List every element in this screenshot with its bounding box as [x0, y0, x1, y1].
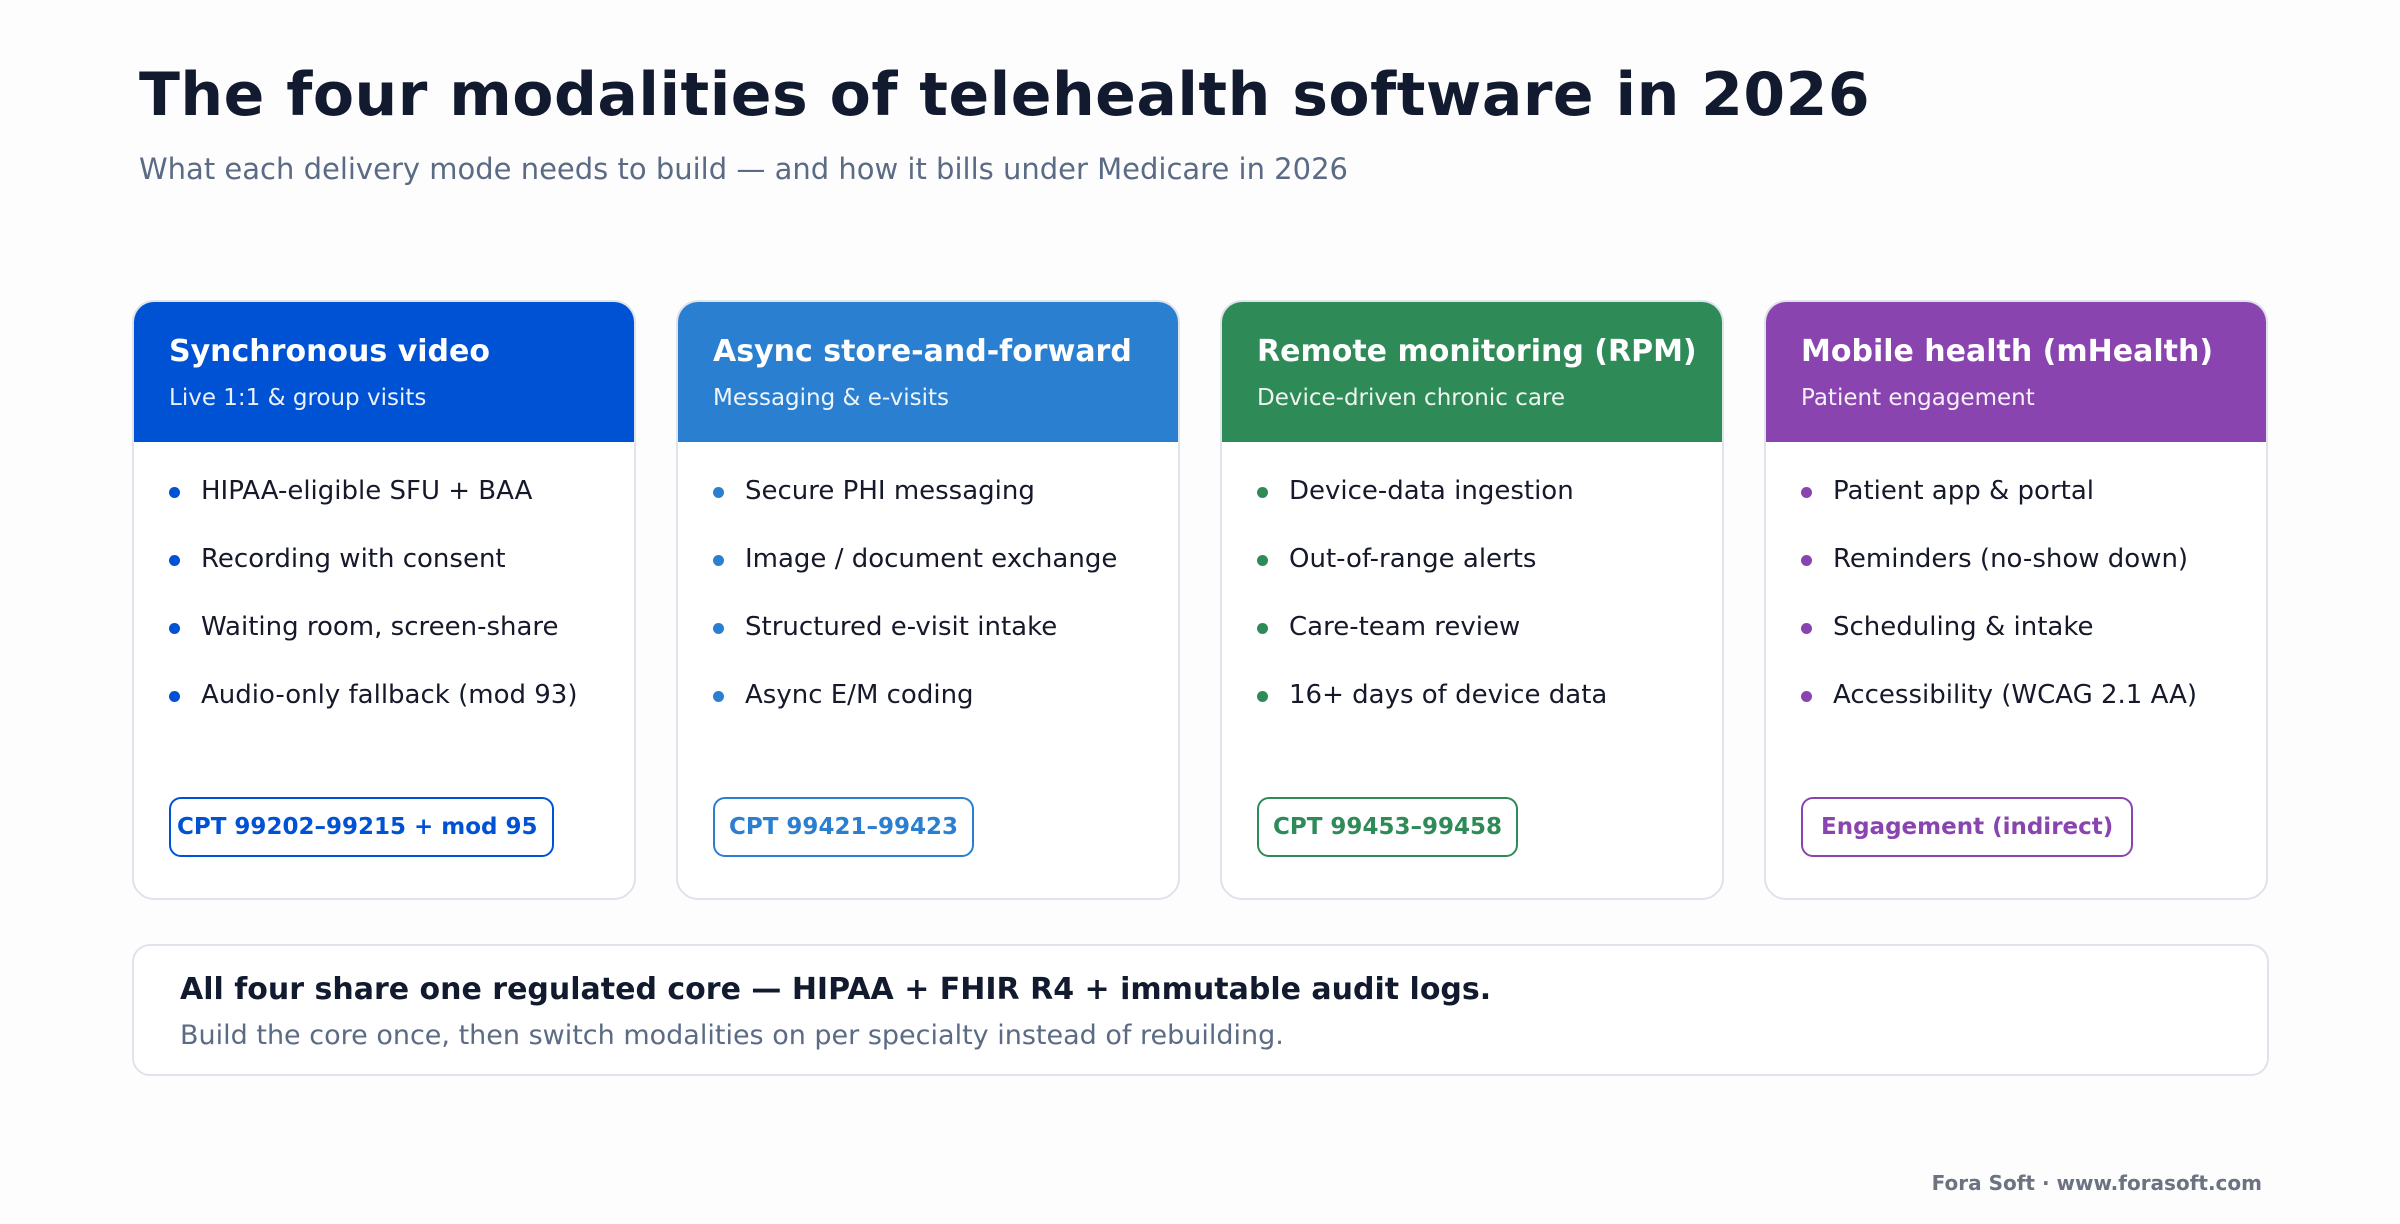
list-item-text: Patient app & portal — [1833, 476, 2094, 506]
card-title: Mobile health (mHealth) — [1801, 334, 2214, 369]
bullet-icon — [169, 623, 180, 634]
card-title: Synchronous video — [169, 334, 490, 369]
list-item: Reminders (no-show down) — [1801, 544, 2197, 612]
page-subtitle: What each delivery mode needs to build —… — [139, 152, 1348, 186]
list-item: Patient app & portal — [1801, 476, 2197, 544]
list-item: Care-team review — [1257, 612, 1607, 680]
card-header: Synchronous video Live 1:1 & group visit… — [134, 302, 634, 442]
callout-headline: All four share one regulated core — HIPA… — [180, 972, 1492, 1007]
bullet-icon — [1257, 691, 1268, 702]
card-subtitle: Device-driven chronic care — [1257, 385, 1566, 411]
bullet-icon — [713, 691, 724, 702]
bullet-icon — [1801, 555, 1812, 566]
bullet-icon — [169, 555, 180, 566]
feature-list: Patient app & portal Reminders (no-show … — [1801, 476, 2197, 748]
bullet-icon — [713, 555, 724, 566]
bullet-icon — [169, 487, 180, 498]
card-subtitle: Patient engagement — [1801, 385, 2035, 411]
bullet-icon — [1257, 487, 1268, 498]
list-item: 16+ days of device data — [1257, 680, 1607, 748]
list-item: Image / document exchange — [713, 544, 1117, 612]
feature-list: Device-data ingestion Out-of-range alert… — [1257, 476, 1607, 748]
bullet-icon — [713, 487, 724, 498]
billing-code-badge: CPT 99453–99458 — [1257, 797, 1518, 857]
list-item: Device-data ingestion — [1257, 476, 1607, 544]
list-item-text: Out-of-range alerts — [1289, 544, 1537, 574]
list-item-text: Waiting room, screen-share — [201, 612, 559, 642]
list-item-text: Scheduling & intake — [1833, 612, 2094, 642]
bullet-icon — [1801, 691, 1812, 702]
list-item-text: HIPAA-eligible SFU + BAA — [201, 476, 533, 506]
source-credit: Fora Soft · www.forasoft.com — [1931, 1171, 2262, 1195]
list-item: Out-of-range alerts — [1257, 544, 1607, 612]
billing-code-badge: Engagement (indirect) — [1801, 797, 2134, 857]
shared-core-callout: All four share one regulated core — HIPA… — [132, 944, 2269, 1076]
list-item-text: Async E/M coding — [745, 680, 974, 710]
list-item-text: Secure PHI messaging — [745, 476, 1035, 506]
bullet-icon — [1801, 623, 1812, 634]
modality-card-mobile-health: Mobile health (mHealth) Patient engageme… — [1764, 300, 2268, 900]
list-item-text: 16+ days of device data — [1289, 680, 1608, 710]
bullet-icon — [1257, 555, 1268, 566]
list-item: Secure PHI messaging — [713, 476, 1117, 544]
list-item: Recording with consent — [169, 544, 577, 612]
card-header: Async store-and-forward Messaging & e-vi… — [678, 302, 1178, 442]
bullet-icon — [169, 691, 180, 702]
bullet-icon — [1257, 623, 1268, 634]
card-header: Remote monitoring (RPM) Device-driven ch… — [1222, 302, 1722, 442]
list-item-text: Reminders (no-show down) — [1833, 544, 2189, 574]
card-subtitle: Live 1:1 & group visits — [169, 385, 427, 411]
card-subtitle: Messaging & e-visits — [713, 385, 949, 411]
list-item-text: Recording with consent — [201, 544, 506, 574]
callout-subline: Build the core once, then switch modalit… — [180, 1020, 1284, 1051]
list-item-text: Care-team review — [1289, 612, 1521, 642]
modality-card-synchronous-video: Synchronous video Live 1:1 & group visit… — [132, 300, 636, 900]
list-item: Accessibility (WCAG 2.1 AA) — [1801, 680, 2197, 748]
list-item: Structured e-visit intake — [713, 612, 1117, 680]
list-item: Async E/M coding — [713, 680, 1117, 748]
feature-list: Secure PHI messaging Image / document ex… — [713, 476, 1117, 748]
feature-list: HIPAA-eligible SFU + BAA Recording with … — [169, 476, 577, 748]
modality-card-remote-monitoring: Remote monitoring (RPM) Device-driven ch… — [1220, 300, 1724, 900]
list-item: HIPAA-eligible SFU + BAA — [169, 476, 577, 544]
list-item: Waiting room, screen-share — [169, 612, 577, 680]
list-item-text: Audio-only fallback (mod 93) — [201, 680, 578, 710]
list-item: Audio-only fallback (mod 93) — [169, 680, 577, 748]
page-title: The four modalities of telehealth softwa… — [139, 60, 1871, 130]
modality-card-async-store-and-forward: Async store-and-forward Messaging & e-vi… — [676, 300, 1180, 900]
billing-code-badge: CPT 99421–99423 — [713, 797, 974, 857]
bullet-icon — [1801, 487, 1812, 498]
list-item-text: Image / document exchange — [745, 544, 1118, 574]
card-header: Mobile health (mHealth) Patient engageme… — [1766, 302, 2266, 442]
card-title: Remote monitoring (RPM) — [1257, 334, 1697, 369]
bullet-icon — [713, 623, 724, 634]
list-item-text: Structured e-visit intake — [745, 612, 1058, 642]
list-item-text: Device-data ingestion — [1289, 476, 1574, 506]
list-item-text: Accessibility (WCAG 2.1 AA) — [1833, 680, 2198, 710]
list-item: Scheduling & intake — [1801, 612, 2197, 680]
billing-code-badge: CPT 99202–99215 + mod 95 — [169, 797, 554, 857]
card-title: Async store-and-forward — [713, 334, 1132, 369]
